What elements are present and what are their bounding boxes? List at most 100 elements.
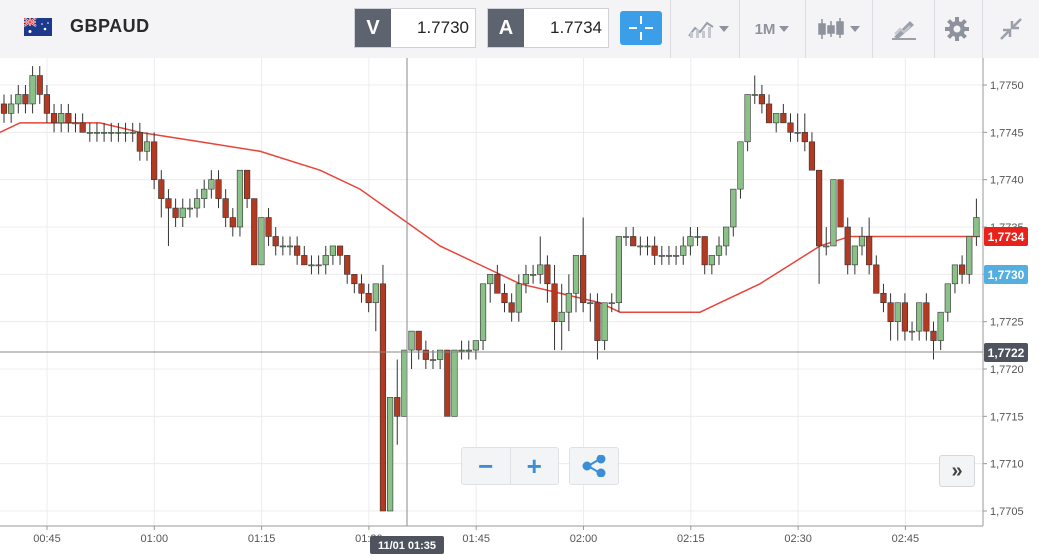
price-tick-label: 1,7750 [990,80,1024,92]
candle [265,208,272,246]
candle [279,236,286,256]
candle [680,236,687,265]
candle [379,264,387,512]
crosshair-price-label: 1,7722 [988,346,1025,360]
candle [644,236,651,256]
candle [437,349,444,369]
candle [808,132,816,171]
candle [630,227,637,247]
candle [308,255,315,275]
candle [401,349,408,417]
candlestick-icon [818,18,844,39]
candle [587,293,594,322]
candle [172,198,179,227]
candle [801,113,808,152]
candle [222,189,229,227]
share-button[interactable] [569,447,619,485]
candle [122,122,129,142]
candle [608,293,615,313]
candle [386,397,394,512]
candle [186,198,194,218]
last-price-tag: 1,7730 [984,265,1028,284]
candle [294,236,301,265]
crosshair-toggle-button[interactable] [620,11,662,45]
buy-price-button[interactable]: A 1.7734 [487,8,609,48]
candle [930,321,937,360]
candle [615,236,622,313]
candle [415,330,422,360]
candle [730,188,737,237]
collapse-button[interactable] [988,0,1034,58]
candle [336,245,344,265]
candle [973,198,980,246]
candle [201,179,208,209]
candle [580,217,587,313]
candle [758,85,765,114]
candle [694,227,701,246]
candle [136,122,143,161]
candle [101,122,108,142]
candle [773,113,780,133]
price-tick-label: 1,7745 [990,127,1024,139]
price-tick-label: 1,7710 [990,459,1024,471]
candle [244,169,251,209]
candle [272,227,279,256]
crosshair-time-tag: 11/01 01:35 [370,536,444,554]
candle [429,350,437,369]
price-tick-label: 1,7740 [990,175,1024,187]
candle [358,274,365,303]
candle [866,217,873,275]
zoom-controls: − + [461,447,559,485]
candle [444,349,451,417]
symbol-name: GBPAUD [70,16,150,36]
toolbar: GBPAUD V 1.7730 A 1.7734 1M [0,0,1039,59]
candle-style-dropdown[interactable] [810,0,866,58]
candle [672,245,680,265]
price-tick-label: 1,7715 [990,411,1024,423]
candles [0,66,980,512]
drawing-tools-button[interactable] [876,0,932,58]
candle [408,330,415,369]
candle [551,264,558,351]
zoom-in-button[interactable]: + [526,450,542,481]
candle [851,245,858,275]
candle [315,255,322,275]
settings-button[interactable] [936,0,978,58]
candle [951,264,959,294]
price-chart[interactable]: 1,7705 1,7710 1,7715 1,7720 1,7725 1,7730 1,77… [0,58,1039,556]
candle [50,103,58,133]
candle [487,274,494,303]
candle [594,293,601,360]
candle [522,264,530,294]
candle [701,236,708,275]
time-tick-label: 01:00 [141,533,169,545]
candle [65,103,72,133]
candle [823,227,830,256]
candle [916,302,923,341]
candle [887,293,894,341]
candle [86,122,93,142]
candle [858,227,866,256]
timeframe-dropdown[interactable]: 1M [742,0,802,58]
candle [465,340,472,360]
candle [708,255,715,275]
instrument-selector[interactable]: GBPAUD [23,16,150,37]
candle [72,113,79,133]
zoom-out-button[interactable]: − [462,448,511,484]
candle [908,321,916,341]
gear-icon [945,17,969,41]
candle [36,66,43,104]
sell-price-button[interactable]: V 1.7730 [354,8,476,48]
candle [179,198,186,227]
candle [43,85,50,123]
candle [537,236,544,284]
candle [637,236,644,256]
candle [622,227,630,246]
candle [751,75,758,104]
sell-label: V [355,9,391,47]
scroll-to-latest-button[interactable]: » [939,455,975,487]
candle [765,94,773,124]
line-chart-icon [688,21,714,38]
chart-type-dropdown[interactable] [680,0,736,58]
candle [158,170,165,218]
